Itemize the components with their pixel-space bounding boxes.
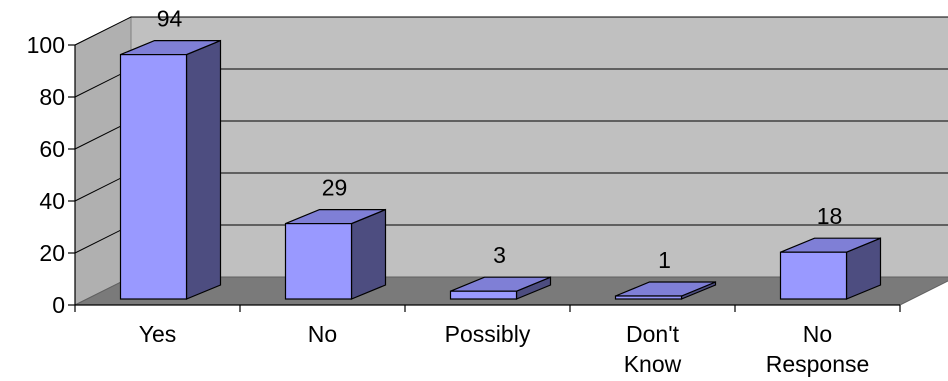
- data-label: 18: [817, 203, 843, 229]
- bar-front: [779, 251, 848, 300]
- x-tick-label-line: Response: [766, 351, 870, 377]
- y-tick-label: 0: [52, 292, 65, 318]
- x-tick-label-line: Yes: [139, 321, 177, 347]
- x-tick-label: Possibly: [445, 321, 531, 347]
- x-tick-label: Don't Know: [624, 321, 682, 377]
- data-label: 94: [157, 6, 183, 32]
- bar-front: [119, 53, 188, 300]
- x-tick-label: No Response: [766, 321, 870, 377]
- y-tick-label: 60: [39, 136, 65, 162]
- data-label: 1: [658, 247, 671, 273]
- bar: [284, 208, 387, 300]
- x-tick-label: No: [308, 321, 337, 347]
- y-axis: 0 20 40 60 80 100: [27, 32, 76, 318]
- y-tick-label: 100: [27, 32, 65, 58]
- x-axis: Yes No Possibly Don't Know No Response: [74, 304, 901, 377]
- data-label: 29: [322, 175, 348, 201]
- bar-side: [185, 39, 222, 300]
- gridline: [74, 16, 948, 46]
- bar-front: [449, 290, 518, 300]
- bar: [779, 237, 882, 300]
- x-tick-label-line: No: [308, 321, 337, 347]
- x-tick-label-line: Don't: [626, 321, 680, 347]
- bar-front: [614, 295, 683, 300]
- bars: [119, 39, 882, 300]
- bar: [119, 39, 222, 300]
- y-tick-label: 80: [39, 84, 65, 110]
- y-tick-label: 40: [39, 188, 65, 214]
- data-labels: 94 29 3 1 18: [157, 6, 843, 273]
- x-tick-label-line: Know: [624, 351, 682, 377]
- x-tick-label-line: No: [803, 321, 832, 347]
- bar: [614, 281, 717, 300]
- bar-side: [350, 208, 387, 300]
- x-tick-label: Yes: [139, 321, 177, 347]
- bar: [449, 276, 552, 300]
- x-tick-label-line: Possibly: [445, 321, 531, 347]
- y-tick-label: 20: [39, 240, 65, 266]
- bar-front: [284, 223, 353, 300]
- data-label: 3: [493, 242, 506, 268]
